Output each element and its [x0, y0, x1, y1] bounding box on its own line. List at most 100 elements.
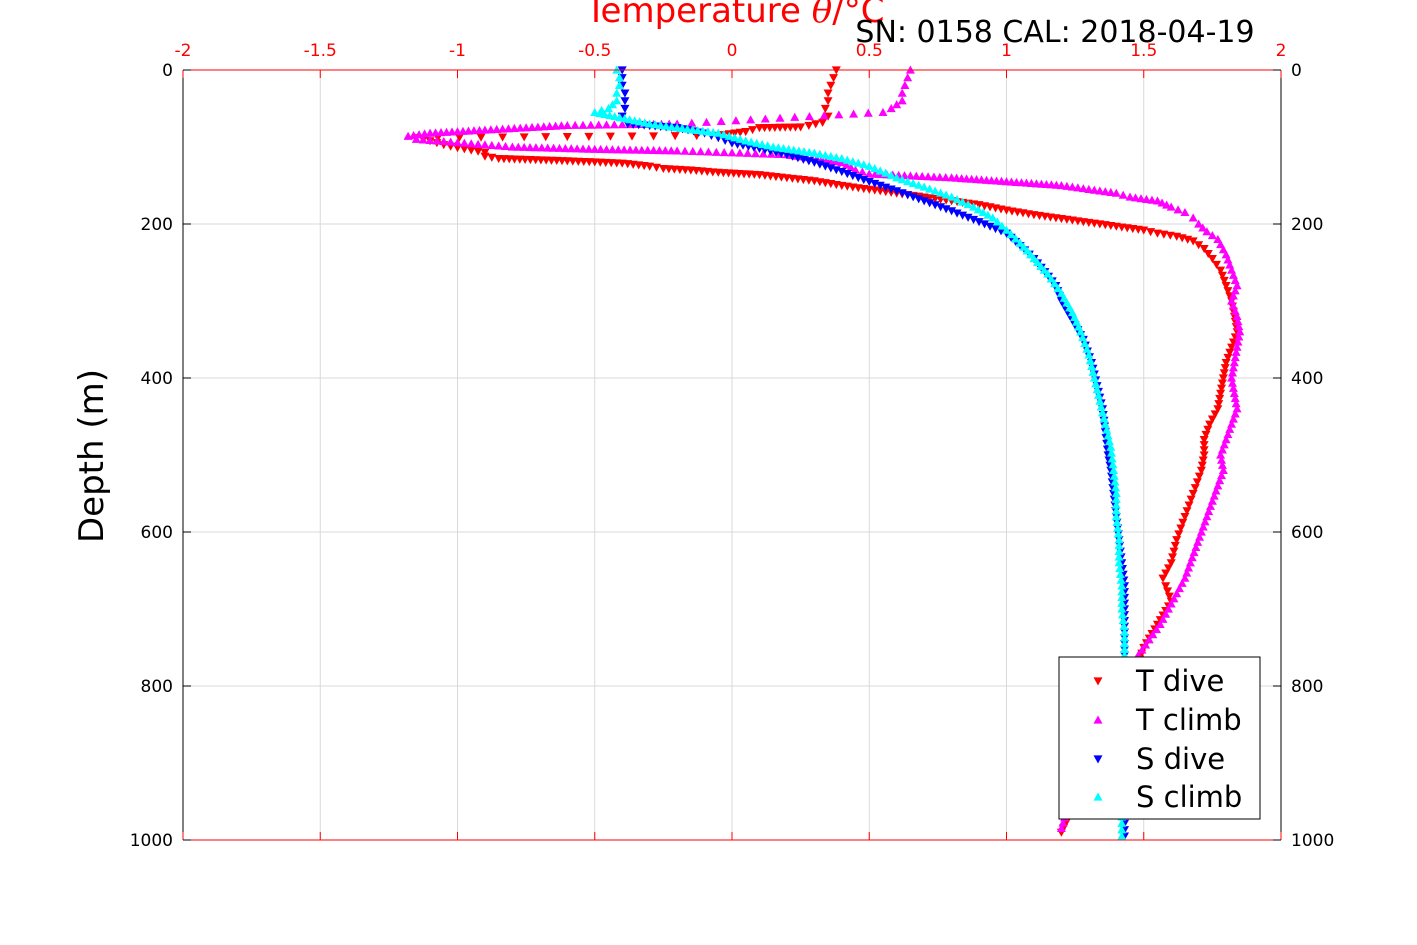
data-point: [578, 120, 588, 129]
data-point: [947, 192, 957, 201]
data-point: [1232, 342, 1242, 351]
data-point: [650, 120, 660, 129]
data-point: [1198, 456, 1208, 465]
data-point: [719, 148, 729, 157]
legend-marker: [1093, 677, 1103, 686]
data-point: [811, 120, 821, 129]
data-point: [917, 171, 927, 181]
x-axis-label: Temperature θ/°C: [585, 0, 885, 31]
data-point: [608, 100, 618, 109]
data-point: [498, 124, 508, 133]
data-point: [1198, 223, 1208, 232]
data-point: [763, 141, 773, 150]
data-point: [1125, 192, 1135, 201]
data-point: [1111, 494, 1121, 503]
data-point: [459, 138, 469, 147]
data-point: [578, 144, 588, 153]
data-point: [985, 222, 995, 231]
data-point: [757, 140, 767, 149]
data-point: [1053, 283, 1063, 293]
data-point: [1115, 564, 1125, 573]
data-point: [1164, 592, 1174, 601]
data-point: [570, 120, 580, 129]
data-point: [1107, 454, 1117, 463]
data-point: [1111, 188, 1121, 197]
data-point: [1148, 630, 1158, 639]
data-point: [1211, 260, 1221, 269]
data-point: [1116, 575, 1126, 584]
data-point: [645, 162, 655, 171]
data-point: [903, 73, 913, 82]
data-point: [612, 88, 622, 97]
data-point: [958, 211, 968, 220]
data-point: [1111, 506, 1121, 515]
data-point: [941, 173, 951, 182]
data-point: [584, 132, 594, 141]
data-point: [670, 132, 680, 141]
data-point: [1196, 466, 1206, 475]
chart-title: SN: 0158 CAL: 2018-04-19: [855, 15, 1254, 50]
data-point: [1214, 400, 1224, 409]
data-point: [602, 120, 612, 129]
data-point: [503, 124, 513, 133]
data-point: [897, 175, 907, 184]
data-point: [735, 134, 745, 143]
data-point: [519, 142, 529, 151]
data-point: [1073, 183, 1083, 192]
data-point: [820, 104, 830, 113]
data-point: [1182, 507, 1192, 516]
data-point: [923, 172, 933, 181]
data-point: [1120, 639, 1130, 648]
data-point: [1136, 194, 1146, 203]
data-point: [878, 107, 888, 116]
data-point: [649, 132, 659, 141]
data-point: [892, 173, 902, 182]
data-point: [1188, 237, 1198, 246]
data-point: [1046, 274, 1056, 283]
data-point: [892, 100, 902, 109]
legend-marker: [1093, 792, 1103, 801]
data-point: [1111, 489, 1121, 498]
legend-marker: [1093, 715, 1103, 724]
data-point: [446, 137, 456, 146]
data-point: [870, 164, 880, 173]
data-point: [652, 163, 662, 172]
data-point: [474, 125, 484, 134]
data-point: [1108, 460, 1118, 469]
data-point: [863, 108, 873, 117]
data-point: [842, 155, 852, 164]
data-point: [925, 184, 935, 193]
data-point: [875, 166, 885, 175]
data-point: [1050, 279, 1060, 288]
data-point: [760, 114, 770, 123]
data-point: [1216, 450, 1226, 459]
data-point: [1176, 524, 1186, 533]
data-point: [818, 118, 828, 127]
data-point: [432, 136, 442, 145]
data-point: [537, 143, 547, 152]
data-point: [425, 128, 435, 137]
data-point: [572, 144, 582, 153]
data-point: [620, 104, 630, 113]
data-point: [947, 207, 957, 216]
data-point: [1216, 266, 1226, 275]
data-point: [454, 133, 464, 142]
data-point: [1165, 231, 1175, 240]
data-point: [1228, 383, 1238, 392]
data-point: [594, 120, 604, 129]
data-point: [680, 146, 690, 155]
data-point: [476, 133, 486, 142]
data-point: [1170, 541, 1180, 550]
data-point: [969, 202, 979, 211]
data-point: [988, 213, 998, 222]
data-point: [607, 145, 617, 154]
data-point: [1203, 425, 1213, 434]
data-point: [1173, 205, 1183, 214]
data-point: [748, 126, 758, 135]
data-point: [716, 116, 726, 126]
data-point: [1082, 344, 1092, 353]
data-point: [1076, 327, 1086, 336]
data-point: [969, 215, 979, 225]
data-point: [930, 186, 940, 195]
